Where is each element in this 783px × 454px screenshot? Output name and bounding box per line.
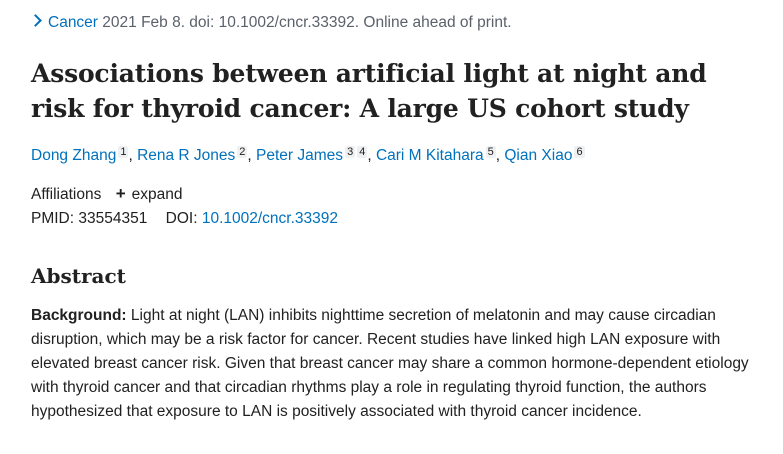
affiliations-row: Affiliations + expand: [31, 184, 182, 204]
background-text: Light at night (LAN) inhibits nighttime …: [31, 307, 749, 420]
journal-link[interactable]: Cancer: [48, 14, 98, 31]
plus-icon: +: [115, 184, 126, 203]
abstract-background: Background: Light at night (LAN) inhibit…: [31, 304, 759, 424]
citation-line: Cancer 2021 Feb 8. doi: 10.1002/cncr.333…: [29, 14, 512, 32]
affiliation-ref[interactable]: 2: [237, 146, 248, 158]
doi-link[interactable]: 10.1002/cncr.33392: [201, 210, 338, 227]
author-link[interactable]: Dong Zhang: [31, 147, 117, 164]
affiliation-ref[interactable]: 6: [574, 146, 585, 158]
expand-affiliations-button[interactable]: + expand: [115, 184, 183, 203]
author-link[interactable]: Cari M Kitahara: [375, 147, 484, 164]
citation-details: 2021 Feb 8. doi: 10.1002/cncr.33392. Onl…: [97, 14, 512, 31]
abstract-heading: Abstract: [31, 264, 126, 288]
affiliation-ref[interactable]: 4: [357, 146, 368, 158]
author-link[interactable]: Qian Xiao: [504, 147, 573, 164]
author-link[interactable]: Peter James: [256, 147, 344, 164]
identifiers-row: PMID: 33554351 DOI: 10.1002/cncr.33392: [31, 210, 338, 228]
affiliation-ref[interactable]: 1: [118, 146, 129, 158]
affiliation-ref[interactable]: 3: [345, 146, 356, 158]
authors-list: Dong Zhang 1, Rena R Jones 2, Peter James 3…: [31, 146, 585, 164]
doi-label: DOI:: [165, 210, 198, 227]
background-label: Background:: [31, 307, 127, 324]
affiliation-ref[interactable]: 5: [485, 146, 496, 158]
author-link[interactable]: Rena R Jones: [137, 147, 236, 164]
pmid: PMID: 33554351: [31, 210, 148, 227]
affiliations-label: Affiliations: [31, 186, 102, 203]
article-title: Associations between artificial light at…: [31, 59, 707, 123]
chevron-right-icon: [29, 14, 42, 27]
expand-label: expand: [131, 186, 183, 203]
